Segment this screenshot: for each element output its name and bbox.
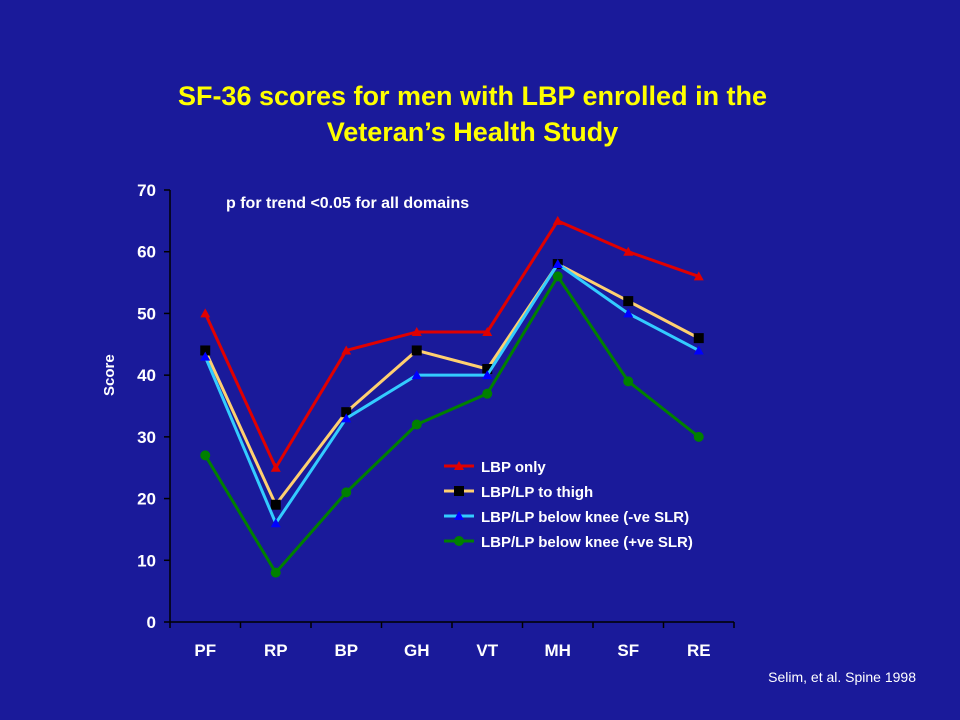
legend-marker-1 <box>454 461 464 470</box>
y-tick-label: 50 <box>137 304 156 323</box>
series-3-point <box>482 370 493 380</box>
series-4-point <box>341 487 352 498</box>
series-3-point <box>552 259 563 269</box>
x-tick-label: GH <box>404 641 430 660</box>
series-line-4 <box>203 273 700 576</box>
series-3-point <box>200 351 211 361</box>
y-tick-label: 30 <box>137 428 156 447</box>
series-line-3 <box>203 261 700 527</box>
series-2-point <box>411 345 422 356</box>
series-4-point <box>270 567 281 578</box>
series-2-point <box>693 333 704 344</box>
legend-label-4: LBP/LP below knee (+ve SLR) <box>481 534 693 551</box>
y-tick-label: 20 <box>137 490 156 509</box>
series-1-point <box>623 246 634 256</box>
series-4-point <box>693 431 704 442</box>
series-1-point <box>341 345 352 355</box>
citation: Selim, et al. Spine 1998 <box>768 669 916 685</box>
series-3-point <box>270 518 281 528</box>
series-4-point <box>411 419 422 430</box>
y-tick-label: 70 <box>137 181 156 200</box>
y-tick-label: 10 <box>137 551 156 570</box>
legend-label-2: LBP/LP to thigh <box>481 484 593 501</box>
series-2-point <box>482 363 493 374</box>
title-line-2: Veteran’s Health Study <box>326 117 619 147</box>
series-2-point <box>270 499 281 510</box>
y-tick-label: 0 <box>147 613 156 632</box>
y-tick-label: 60 <box>137 243 156 262</box>
series-4-point <box>552 271 563 282</box>
series-1-point <box>200 308 211 318</box>
x-tick-label: BP <box>334 641 358 660</box>
series-line-2 <box>203 262 700 508</box>
legend-marker-4 <box>454 536 464 546</box>
x-tick-label: SF <box>617 641 639 660</box>
y-tick-label: 40 <box>137 366 156 385</box>
series-2-point <box>200 345 211 356</box>
x-tick-label: RP <box>264 641 288 660</box>
series-3-point <box>411 370 422 380</box>
series-2-point <box>341 407 352 418</box>
series-3-point <box>623 308 634 318</box>
y-axis-label: Score <box>101 354 118 396</box>
legend-marker-2 <box>454 486 464 496</box>
series-1-point <box>552 215 563 225</box>
series-4-point <box>200 450 211 461</box>
legend-label-3: LBP/LP below knee (-ve SLR) <box>481 509 689 526</box>
series-2-point <box>623 296 634 307</box>
series-1-point <box>482 326 493 336</box>
legend-marker-3 <box>454 511 464 520</box>
series-3-point <box>693 345 704 355</box>
series-3-point <box>341 413 352 423</box>
trend-annotation: p for trend <0.05 for all domains <box>226 195 469 212</box>
x-tick-label: VT <box>476 641 498 660</box>
series-1-point <box>411 326 422 336</box>
series-1-point <box>693 271 704 281</box>
x-tick-label: PF <box>194 641 216 660</box>
title-line-1: SF-36 scores for men with LBP enrolled i… <box>177 81 768 111</box>
series-1-point <box>270 462 281 472</box>
x-tick-label: RE <box>687 641 711 660</box>
slide-title: SF-36 scores for men with LBP enrolled i… <box>0 78 945 150</box>
series-line-1 <box>203 218 700 471</box>
series-4-point <box>482 388 493 399</box>
legend-label-1: LBP only <box>481 459 546 476</box>
x-tick-label: MH <box>545 641 571 660</box>
series-4-point <box>623 376 634 387</box>
